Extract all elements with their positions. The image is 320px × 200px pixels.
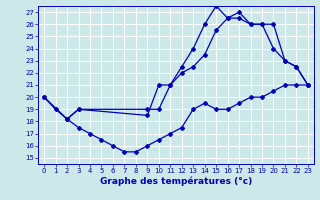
X-axis label: Graphe des températures (°c): Graphe des températures (°c) <box>100 177 252 186</box>
